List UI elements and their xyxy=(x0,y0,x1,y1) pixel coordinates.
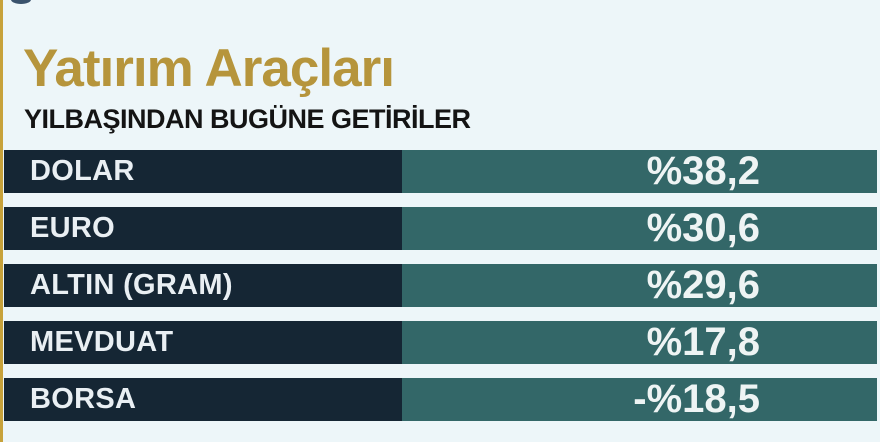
row-value: %30,6 xyxy=(402,206,877,250)
table-row: ALTIN (GRAM) %29,6 xyxy=(0,263,880,307)
table-row: EURO %30,6 xyxy=(0,206,880,250)
row-value: -%18,5 xyxy=(402,377,877,421)
table-row: MEVDUAT %17,8 xyxy=(0,320,880,364)
returns-table: DOLAR %38,2 EURO %30,6 ALTIN (GRAM) %29,… xyxy=(0,149,880,421)
row-value: %17,8 xyxy=(402,320,877,364)
row-label: MEVDUAT xyxy=(4,321,402,364)
table-row: DOLAR %38,2 xyxy=(0,149,880,193)
row-label: ALTIN (GRAM) xyxy=(4,264,402,307)
logo-arc-icon xyxy=(11,0,31,4)
row-value: %29,6 xyxy=(402,263,877,307)
row-label: DOLAR xyxy=(4,150,402,193)
page-subtitle: YILBAŞINDAN BUGÜNE GETİRİLER xyxy=(24,104,471,134)
row-label: BORSA xyxy=(4,378,402,421)
left-accent-line xyxy=(0,0,3,442)
table-row: BORSA -%18,5 xyxy=(0,377,880,421)
row-value: %38,2 xyxy=(402,149,877,193)
row-label: EURO xyxy=(4,207,402,250)
page-title: Yatırım Araçları xyxy=(23,39,395,98)
